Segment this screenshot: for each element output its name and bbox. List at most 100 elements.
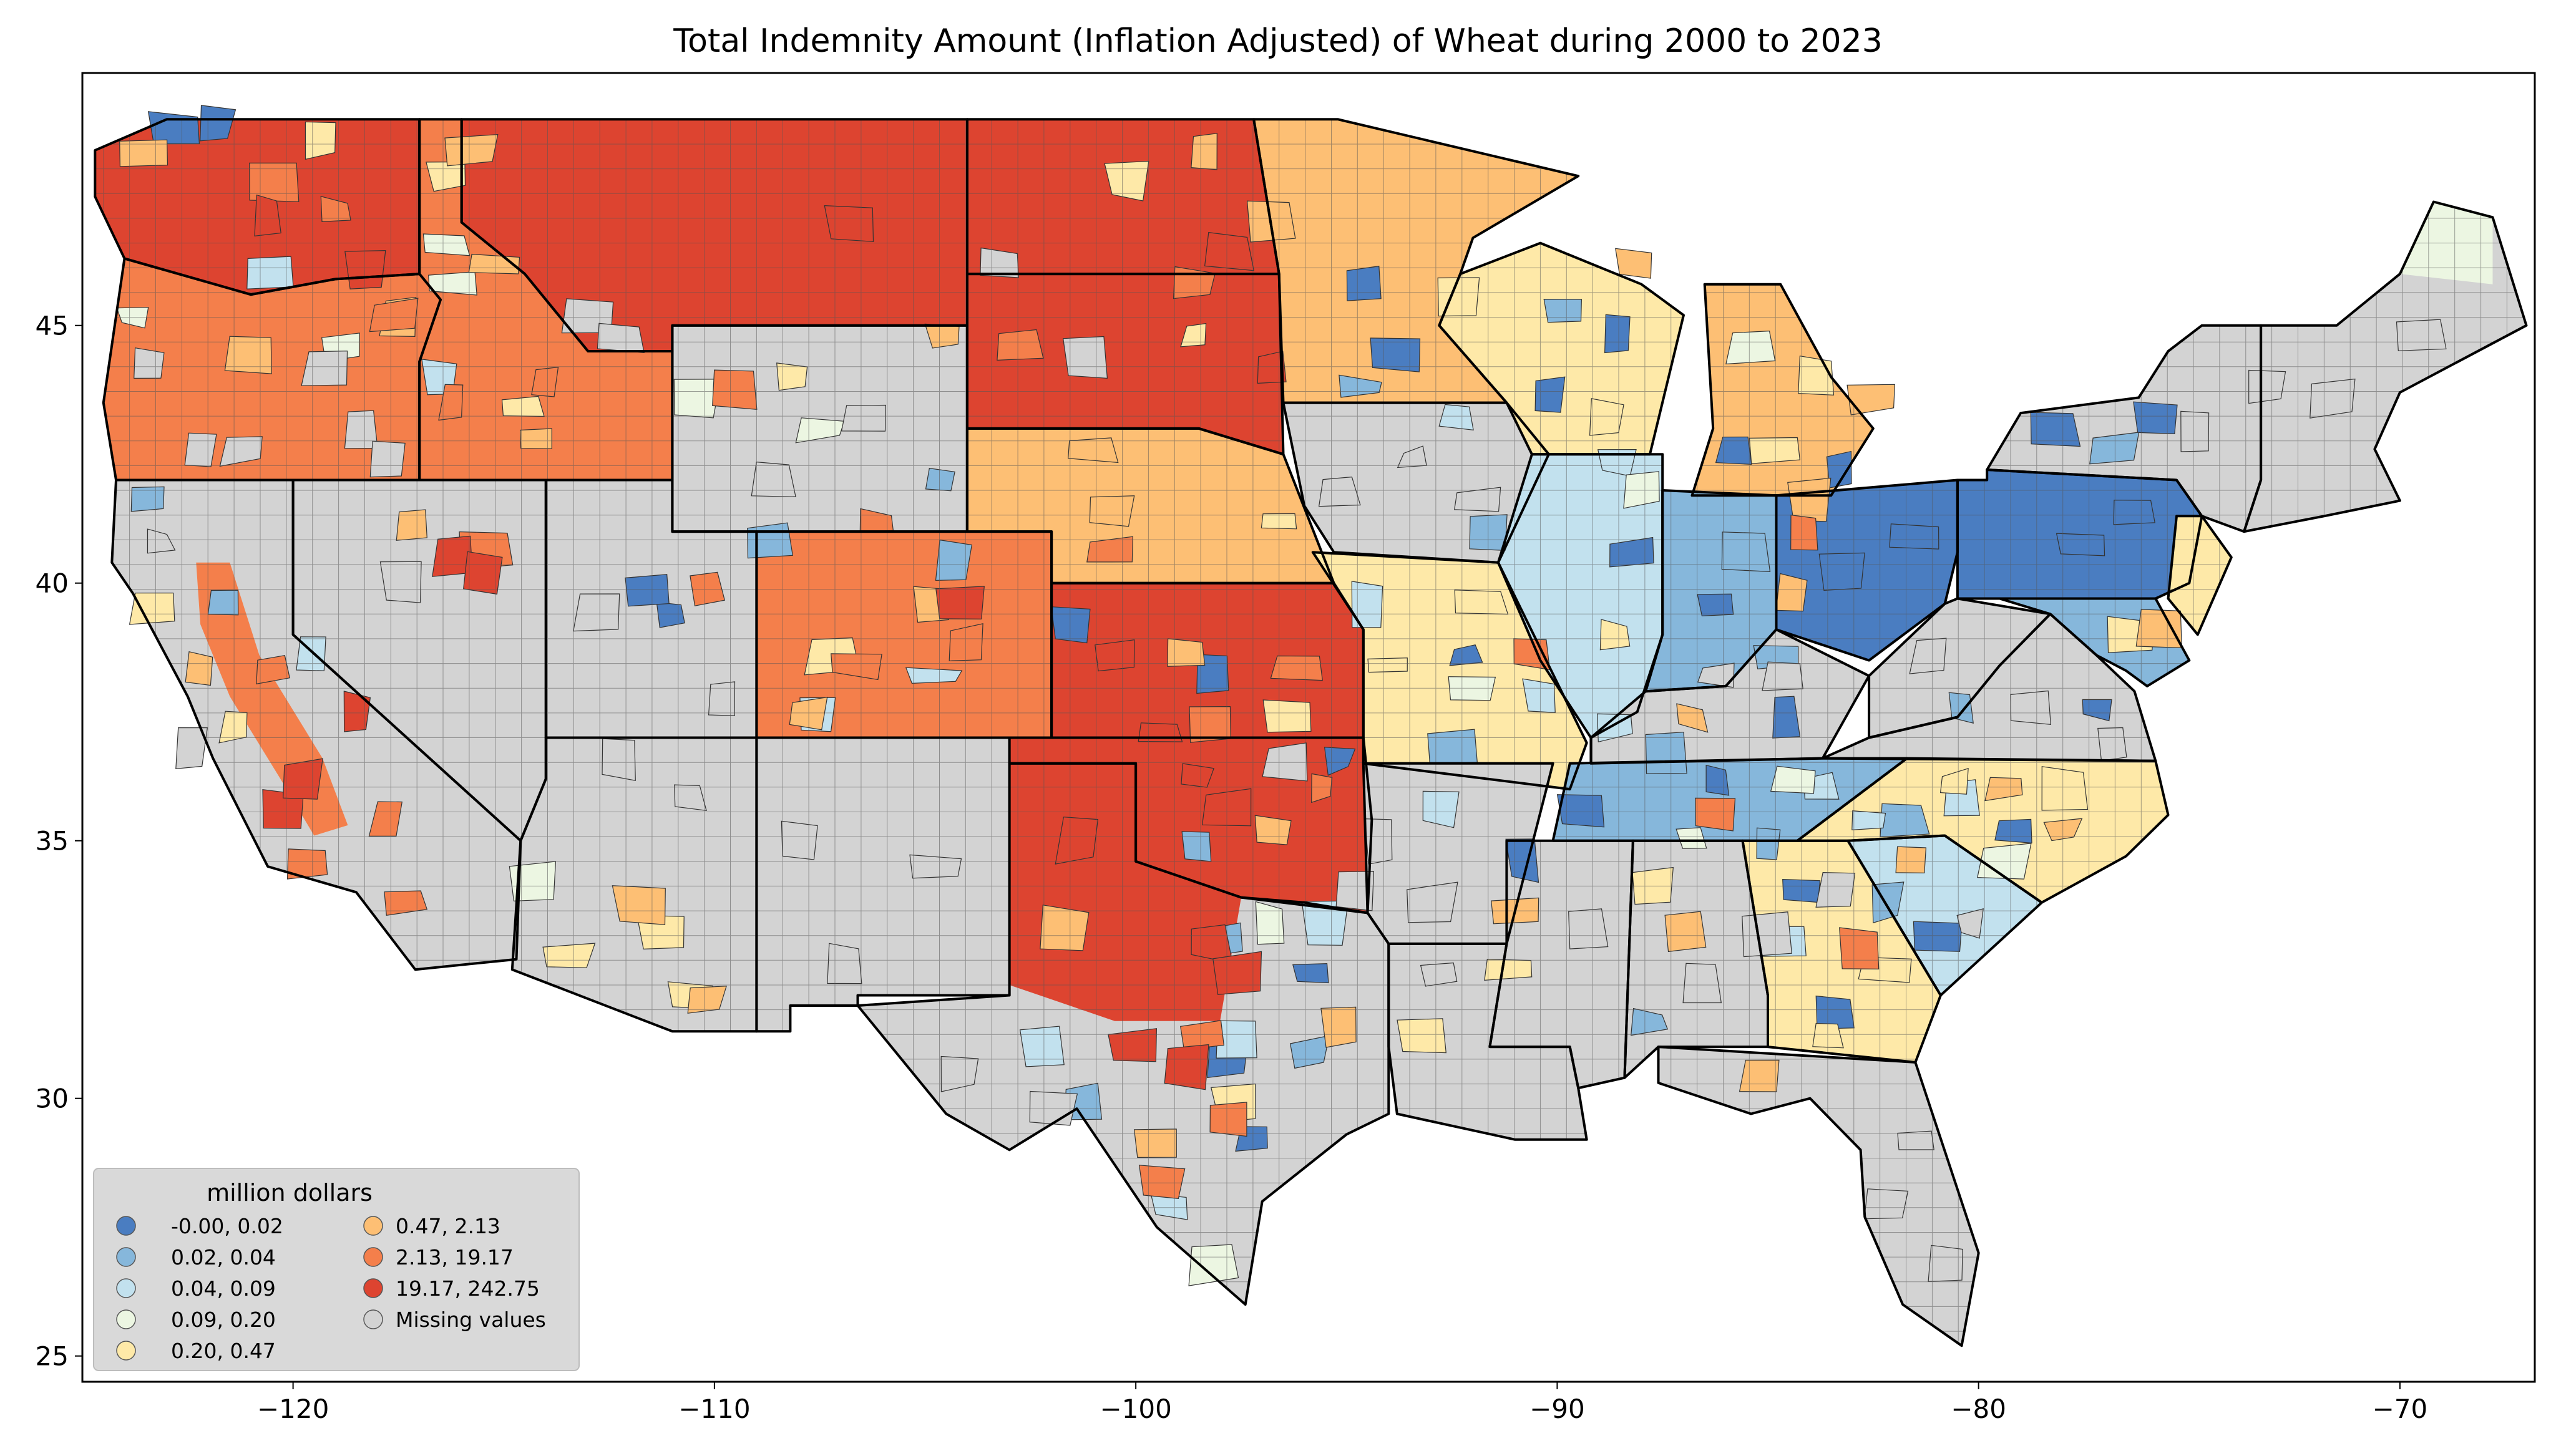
- county-patch: [305, 121, 336, 160]
- county-patch: [1367, 657, 1408, 673]
- region-minnesota: [1254, 119, 1579, 403]
- y-tick-label: 25: [36, 1341, 69, 1372]
- state-borders-layer: [94, 118, 2528, 1347]
- county-patch: [218, 711, 248, 744]
- legend-swatch: [116, 1278, 136, 1298]
- county-patch: [344, 250, 386, 289]
- county-patch: [1051, 606, 1091, 644]
- county-patch: [602, 738, 636, 781]
- county-patch: [1040, 905, 1090, 951]
- county-patch: [379, 561, 422, 603]
- legend-title: million dollars: [207, 1179, 373, 1206]
- county-patch: [1762, 661, 1803, 691]
- county-patch: [673, 379, 721, 419]
- county-patch: [438, 384, 464, 421]
- county-patch: [1815, 871, 1856, 908]
- region-kentucky: [1591, 629, 1870, 764]
- county-patch: [1346, 265, 1382, 301]
- county-patch: [1790, 514, 1818, 551]
- county-patch: [980, 247, 1019, 278]
- county-patch: [2133, 401, 2178, 435]
- county-patch: [384, 890, 428, 916]
- county-patch: [254, 194, 281, 236]
- county-patch: [1138, 722, 1183, 742]
- county-patch: [1370, 337, 1421, 372]
- county-patch: [368, 801, 403, 837]
- region-oklahoma: [1009, 737, 1372, 913]
- county-patch: [1180, 1020, 1224, 1051]
- county-patch: [1180, 323, 1207, 347]
- county-patch: [134, 347, 165, 379]
- state-border: [1998, 597, 2191, 687]
- county-patch: [1167, 638, 1206, 667]
- county-patch: [1705, 764, 1730, 796]
- county-patch: [831, 653, 882, 681]
- county-patch: [185, 651, 213, 686]
- county-patch: [1427, 729, 1478, 765]
- county-patch: [1311, 773, 1333, 803]
- county-patch: [184, 432, 217, 467]
- state-border: [1657, 1046, 1980, 1347]
- county-patch: [1839, 927, 1880, 970]
- state-border: [2243, 200, 2528, 533]
- county-patch: [129, 592, 175, 625]
- county-patch: [1664, 911, 1707, 953]
- county-patch: [1320, 1006, 1357, 1048]
- county-patch: [597, 323, 645, 353]
- county-patch: [751, 461, 796, 498]
- x-tick-label: −120: [257, 1394, 329, 1424]
- legend-swatch: [363, 1247, 383, 1267]
- county-patch: [1292, 963, 1329, 984]
- legend-item-label: 0.47, 2.13: [396, 1214, 500, 1238]
- county-patch: [789, 696, 828, 730]
- county-patch: [1623, 471, 1660, 509]
- legend-swatch: [116, 1247, 136, 1267]
- legend-item-label: 19.17, 242.75: [396, 1276, 540, 1301]
- county-patch: [712, 369, 758, 410]
- legend: million dollars -0.00, 0.02 0.02, 0.04 0.04…: [93, 1168, 580, 1371]
- county-patch: [1772, 696, 1801, 739]
- county-patch: [1454, 590, 1509, 615]
- y-tick-label: 30: [36, 1084, 69, 1114]
- region-montana: [461, 119, 967, 352]
- county-patch: [776, 362, 808, 391]
- county-patch: [2396, 319, 2447, 351]
- map-plot-area: [82, 73, 2535, 1382]
- county-patch: [1928, 1245, 1963, 1282]
- county-patch: [1682, 963, 1722, 1004]
- county-patch: [1568, 908, 1609, 949]
- region-illinois: [1498, 454, 1663, 738]
- region-utah: [545, 480, 757, 738]
- county-patch: [1181, 831, 1212, 862]
- county-patch: [2310, 378, 2356, 419]
- county-patch: [1301, 900, 1349, 946]
- county-patch: [656, 601, 685, 628]
- county-patch: [1994, 818, 2032, 844]
- county-patch: [1522, 678, 1556, 713]
- legend-swatch: [116, 1341, 136, 1361]
- county-patch: [795, 417, 845, 444]
- county-patch: [2082, 699, 2112, 722]
- region-wisconsin: [1439, 243, 1684, 455]
- county-patch: [747, 522, 793, 559]
- region-colorado: [756, 531, 1052, 738]
- county-patch: [509, 861, 557, 901]
- county-patch: [2089, 432, 2140, 465]
- county-patch: [1739, 1059, 1780, 1092]
- legend-item-label: Missing values: [396, 1308, 546, 1332]
- county-patch: [2180, 410, 2210, 452]
- county-patch: [1133, 1128, 1177, 1158]
- county-patch: [286, 848, 328, 880]
- county-patch: [520, 428, 552, 449]
- county-patch: [147, 528, 176, 554]
- legend-swatch: [116, 1216, 136, 1236]
- county-patch: [1191, 133, 1217, 170]
- county-patch: [674, 784, 707, 812]
- county-patch: [1556, 794, 1605, 828]
- x-tick-label: −90: [1529, 1394, 1585, 1424]
- legend-swatch: [363, 1278, 383, 1298]
- county-patch: [1615, 248, 1652, 279]
- county-patch: [175, 727, 208, 769]
- county-patch: [1631, 1007, 1669, 1036]
- county-patch: [283, 758, 323, 800]
